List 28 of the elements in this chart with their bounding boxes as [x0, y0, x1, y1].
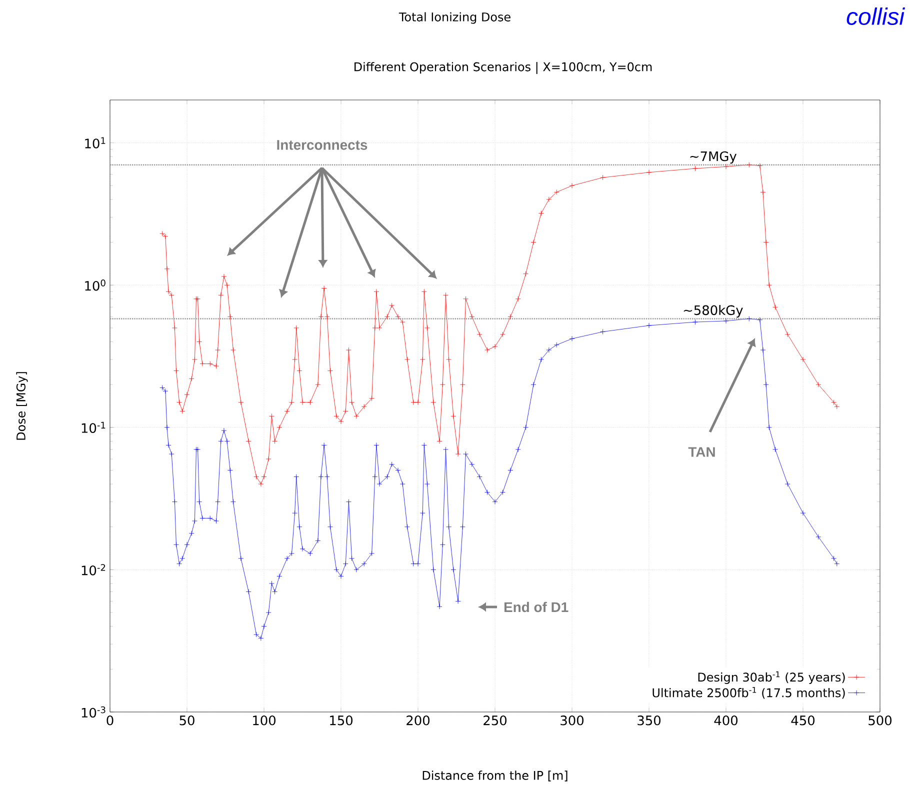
ref-line-label: ~580kGy: [684, 305, 743, 318]
x-tick-label: 500: [868, 716, 892, 726]
y-tick-label: 10$^{-3}$: [82, 706, 106, 718]
chart-subtitle: Different Operation Scenarios | X=100cm, Y=0cm: [354, 62, 652, 74]
y-tick-label: 10$^{-1}$: [82, 422, 106, 433]
x-tick-label: 250: [484, 716, 506, 726]
x-tick-label: 400: [714, 716, 738, 726]
y-tick-label: 10$^{-2}$: [82, 564, 106, 576]
x-tick-label: 0: [106, 716, 114, 726]
x-tick-label: 350: [638, 716, 660, 726]
annotation: Interconnects: [277, 140, 368, 150]
y-tick-label: 10$^{0}$: [85, 279, 106, 291]
ref-line-label: ~7MGy: [690, 151, 737, 164]
legend-label: Design 30ab$^{-1}$ (25 years): [698, 671, 845, 684]
x-tick-label: 450: [791, 716, 814, 726]
annotation: TAN: [688, 447, 715, 457]
chart-title: Total Ionizing Dose: [398, 12, 510, 24]
legend-label: Ultimate 2500fb$^{-1}$ (17.5 months): [652, 686, 845, 699]
y-axis-title: Dose [MGy]: [16, 372, 28, 440]
annotation: End of D1: [504, 602, 568, 612]
x-tick-label: 100: [253, 716, 276, 726]
x-tick-label: 150: [330, 716, 352, 726]
x-tick-label: 300: [560, 716, 584, 726]
x-tick-label: 50: [180, 716, 194, 726]
x-tick-label: 200: [406, 716, 430, 726]
y-tick-label: 10$^{1}$: [85, 137, 106, 148]
x-axis-title: Distance from the IP [m]: [422, 770, 568, 782]
text: collisi: [846, 7, 906, 26]
